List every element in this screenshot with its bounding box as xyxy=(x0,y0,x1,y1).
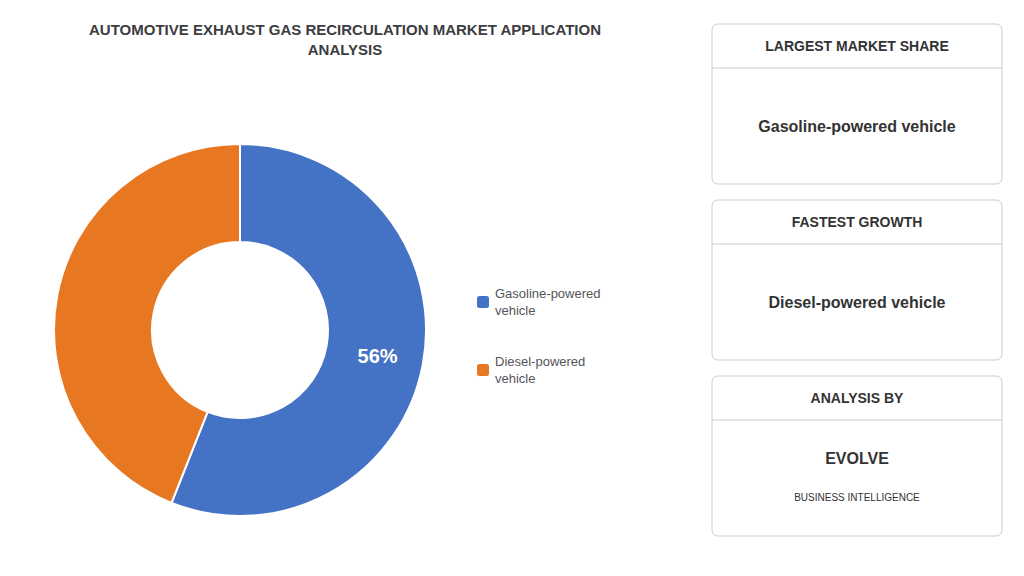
svg-text:FASTEST GROWTH: FASTEST GROWTH xyxy=(792,214,923,230)
svg-text:56%: 56% xyxy=(358,345,398,367)
svg-text:LARGEST MARKET SHARE: LARGEST MARKET SHARE xyxy=(765,38,949,54)
svg-text:BUSINESS INTELLIGENCE: BUSINESS INTELLIGENCE xyxy=(794,492,920,503)
svg-text:Diesel-powered: Diesel-powered xyxy=(495,354,585,369)
svg-text:Gasoline-powered vehicle: Gasoline-powered vehicle xyxy=(758,118,956,135)
svg-text:vehicle: vehicle xyxy=(495,371,535,386)
svg-text:AUTOMOTIVE EXHAUST GAS RECIRCU: AUTOMOTIVE EXHAUST GAS RECIRCULATION MAR… xyxy=(89,21,601,38)
svg-text:ANALYSIS BY: ANALYSIS BY xyxy=(811,390,905,406)
svg-text:Diesel-powered vehicle: Diesel-powered vehicle xyxy=(769,294,946,311)
svg-text:Gasoline-powered: Gasoline-powered xyxy=(495,286,601,301)
svg-text:vehicle: vehicle xyxy=(495,303,535,318)
svg-text:ANALYSIS: ANALYSIS xyxy=(308,41,382,58)
svg-text:EVOLVE: EVOLVE xyxy=(825,450,889,467)
